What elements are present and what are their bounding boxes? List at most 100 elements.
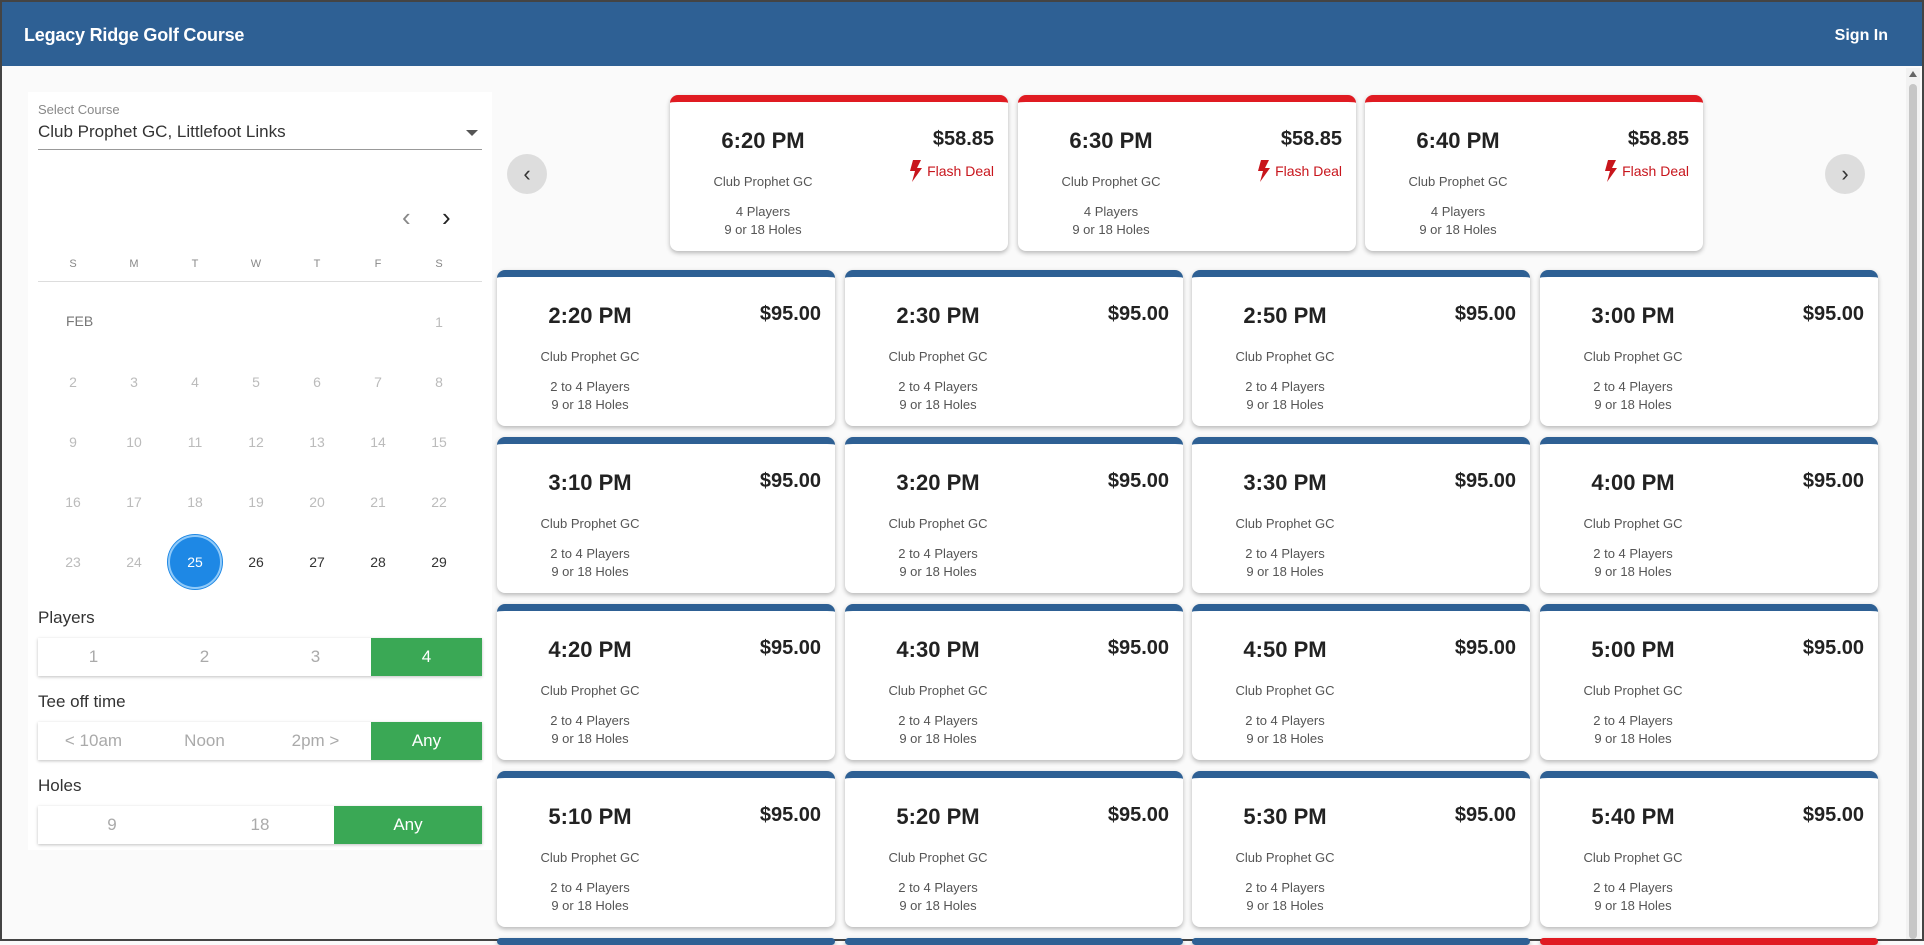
tee-time-card[interactable]: 2:30 PM $95.00 Club Prophet GC 2 to 4 Playe… bbox=[845, 270, 1183, 426]
holes-info: 9 or 18 Holes bbox=[1594, 564, 1672, 579]
players-option[interactable]: 3 bbox=[310, 647, 321, 666]
price: $95.00 bbox=[1107, 637, 1169, 659]
holes-info: 9 or 18 Holes bbox=[1419, 222, 1497, 237]
flash-deal-card[interactable]: 6:20 PM $58.85 Club Prophet GC 4 Players 9 o… bbox=[670, 95, 1008, 251]
calendar-day: 5 bbox=[252, 374, 260, 390]
tee-time-card[interactable]: 5:00 PM $95.00 Club Prophet GC 2 to 4 Playe… bbox=[1540, 604, 1878, 760]
course-name: Club Prophet GC bbox=[1061, 174, 1161, 189]
course-name: Club Prophet GC bbox=[1408, 174, 1508, 189]
price: $95.00 bbox=[1454, 470, 1516, 492]
tee-time: 5:10 PM bbox=[548, 804, 632, 829]
header-bar: Legacy Ridge Golf Course Sign In bbox=[2, 2, 1922, 66]
tee-time: 3:10 PM bbox=[548, 470, 632, 495]
flash-deal-card[interactable]: 6:40 PM $58.85 Club Prophet GC 4 Players 9 o… bbox=[1365, 95, 1703, 251]
calendar-day[interactable]: 28 bbox=[370, 554, 386, 570]
tee-time-card[interactable]: 4:30 PM $95.00 Club Prophet GC 2 to 4 Playe… bbox=[845, 604, 1183, 760]
price: $95.00 bbox=[1802, 470, 1864, 492]
chevron-left-icon: ‹ bbox=[523, 161, 531, 186]
scrollbar-thumb[interactable] bbox=[1909, 84, 1917, 939]
calendar-month-label: FEB bbox=[66, 313, 94, 329]
holes-option[interactable]: Any bbox=[334, 806, 482, 844]
calendar-day: 18 bbox=[187, 494, 203, 510]
calendar-day: 21 bbox=[370, 494, 386, 510]
holes-info: 9 or 18 Holes bbox=[1594, 898, 1672, 913]
tee-time-card[interactable]: 2:50 PM $95.00 Club Prophet GC 2 to 4 Playe… bbox=[1192, 270, 1530, 426]
price: $95.00 bbox=[1107, 470, 1169, 492]
tee-time: 3:20 PM bbox=[896, 470, 980, 495]
calendar-day[interactable]: 29 bbox=[431, 554, 447, 570]
lightning-bolt-icon bbox=[1605, 160, 1618, 182]
calendar-day: 1 bbox=[435, 314, 443, 330]
flash-deal-label: Flash Deal bbox=[1622, 163, 1689, 179]
players-info: 2 to 4 Players bbox=[898, 880, 978, 895]
tee-time: 5:40 PM bbox=[1591, 804, 1675, 829]
tee-time-option[interactable]: Any bbox=[371, 722, 482, 760]
tee-time-card[interactable]: 3:00 PM $95.00 Club Prophet GC 2 to 4 Playe… bbox=[1540, 270, 1878, 426]
calendar-day: 19 bbox=[248, 494, 264, 510]
weekday-label: T bbox=[191, 258, 199, 270]
players-option[interactable]: 4 bbox=[371, 638, 482, 676]
tee-time: 5:20 PM bbox=[896, 804, 980, 829]
tee-time-card-partial[interactable] bbox=[845, 938, 1183, 945]
flash-deal-label: Flash Deal bbox=[927, 163, 994, 179]
tee-time-option[interactable]: < 10am bbox=[64, 731, 123, 750]
weekday-label: S bbox=[69, 258, 77, 270]
calendar-day: 15 bbox=[431, 434, 447, 450]
flash-deal-card[interactable]: 6:30 PM $58.85 Club Prophet GC 4 Players 9 o… bbox=[1018, 95, 1356, 251]
scroll-up-icon[interactable] bbox=[1909, 71, 1917, 77]
course-name: Club Prophet GC bbox=[1583, 683, 1683, 698]
players-option[interactable]: 1 bbox=[88, 647, 99, 666]
tee-time: 6:30 PM bbox=[1069, 128, 1153, 153]
tee-time-card[interactable]: 4:50 PM $95.00 Club Prophet GC 2 to 4 Playe… bbox=[1192, 604, 1530, 760]
tee-time-card[interactable]: 3:30 PM $95.00 Club Prophet GC 2 to 4 Playe… bbox=[1192, 437, 1530, 593]
tee-time-card[interactable]: 3:10 PM $95.00 Club Prophet GC 2 to 4 Playe… bbox=[497, 437, 835, 593]
price: $95.00 bbox=[1107, 804, 1169, 826]
calendar-day[interactable]: 26 bbox=[248, 554, 264, 570]
tee-time-card[interactable]: 5:40 PM $95.00 Club Prophet GC 2 to 4 Playe… bbox=[1540, 771, 1878, 927]
tee-time-card-partial[interactable] bbox=[1192, 938, 1530, 945]
calendar-day: 17 bbox=[126, 494, 142, 510]
tee-time-option[interactable]: Noon bbox=[184, 731, 225, 750]
scrollbar[interactable] bbox=[1906, 68, 1920, 939]
tee-time-card[interactable]: 3:20 PM $95.00 Club Prophet GC 2 to 4 Playe… bbox=[845, 437, 1183, 593]
tee-time-card[interactable]: 5:10 PM $95.00 Club Prophet GC 2 to 4 Playe… bbox=[497, 771, 835, 927]
calendar-day[interactable]: 27 bbox=[309, 554, 325, 570]
tee-time-card[interactable]: 5:30 PM $95.00 Club Prophet GC 2 to 4 Playe… bbox=[1192, 771, 1530, 927]
sign-in-button[interactable]: Sign In bbox=[1834, 27, 1888, 44]
holes-option[interactable]: 9 bbox=[107, 815, 117, 834]
holes-option[interactable]: 18 bbox=[250, 815, 270, 834]
course-name: Club Prophet GC bbox=[1235, 516, 1335, 531]
tee-time-card[interactable]: 4:20 PM $95.00 Club Prophet GC 2 to 4 Playe… bbox=[497, 604, 835, 760]
price: $58.85 bbox=[932, 128, 994, 150]
players-info: 2 to 4 Players bbox=[1245, 546, 1325, 561]
calendar-day: 12 bbox=[248, 434, 264, 450]
tee-time: 6:40 PM bbox=[1416, 128, 1500, 153]
holes-info: 9 or 18 Holes bbox=[724, 222, 802, 237]
players-info: 2 to 4 Players bbox=[1245, 713, 1325, 728]
holes-info: 9 or 18 Holes bbox=[551, 564, 629, 579]
tee-time-card-partial[interactable] bbox=[1540, 938, 1878, 945]
price: $95.00 bbox=[759, 637, 821, 659]
chevron-right-icon[interactable]: › bbox=[442, 202, 451, 232]
course-name: Club Prophet GC bbox=[713, 174, 813, 189]
chevron-left-icon[interactable]: ‹ bbox=[402, 202, 411, 232]
price: $95.00 bbox=[1802, 804, 1864, 826]
players-info: 4 Players bbox=[1083, 204, 1139, 219]
carousel-next-button[interactable]: › bbox=[1825, 154, 1865, 194]
flash-deal-badge: Flash Deal bbox=[909, 160, 994, 182]
tee-time-card-partial[interactable] bbox=[497, 938, 835, 945]
holes-info: 9 or 18 Holes bbox=[1072, 222, 1150, 237]
dropdown-arrow-icon[interactable] bbox=[466, 130, 478, 136]
course-select[interactable]: Club Prophet GC, Littlefoot Links bbox=[38, 120, 482, 150]
calendar-day-selected[interactable]: 25 bbox=[168, 535, 222, 589]
players-option[interactable]: 2 bbox=[199, 647, 210, 666]
flash-deal-badge: Flash Deal bbox=[1257, 160, 1342, 182]
tee-time-option[interactable]: 2pm > bbox=[291, 731, 340, 750]
flash-deal-badge: Flash Deal bbox=[1604, 160, 1689, 182]
tee-time-card[interactable]: 2:20 PM $95.00 Club Prophet GC 2 to 4 Playe… bbox=[497, 270, 835, 426]
tee-time-card[interactable]: 5:20 PM $95.00 Club Prophet GC 2 to 4 Playe… bbox=[845, 771, 1183, 927]
players-info: 2 to 4 Players bbox=[898, 546, 978, 561]
carousel-prev-button[interactable]: ‹ bbox=[507, 154, 547, 194]
course-name: Club Prophet GC bbox=[888, 850, 988, 865]
tee-time-card[interactable]: 4:00 PM $95.00 Club Prophet GC 2 to 4 Playe… bbox=[1540, 437, 1878, 593]
